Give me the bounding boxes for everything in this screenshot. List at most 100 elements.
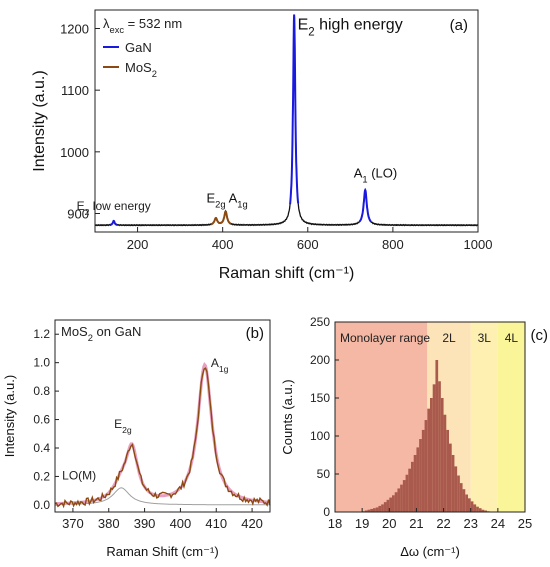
y-tick-label: 200 <box>310 353 330 367</box>
y-tick-label: 250 <box>310 315 330 329</box>
y-tick-label: 1200 <box>60 22 89 37</box>
x-tick-label: 25 <box>518 516 532 531</box>
legend-gan-label: GaN <box>125 40 152 55</box>
x-axis-label: Δω (cm⁻¹) <box>400 544 460 559</box>
x-tick-label: 23 <box>463 516 477 531</box>
gan-peak <box>289 14 300 205</box>
x-axis-label: Raman Shift (cm⁻¹) <box>106 544 218 559</box>
gan-peak <box>110 219 118 226</box>
peak-annotation: A1g <box>229 190 248 209</box>
panel-b: 370 380 390 400 410 420 0.0 0.2 0.4 0.6 0.8 1.0 1.2 M… <box>2 319 271 559</box>
x-tick-label: 20 <box>382 516 396 531</box>
histogram-bar <box>400 484 403 512</box>
histogram-bar <box>454 466 458 512</box>
x-tick-label: 18 <box>328 516 342 531</box>
histogram-bar <box>451 455 455 512</box>
histogram-bar <box>443 414 447 512</box>
lo-component-line <box>55 487 270 506</box>
peak-annotation: LO(M) <box>62 468 96 482</box>
region-label: Monolayer range <box>340 331 430 345</box>
y-tick-label: 0.2 <box>33 469 50 483</box>
x-tick-label: 1000 <box>464 237 493 252</box>
histogram-bar <box>367 509 371 512</box>
x-tick-label: 19 <box>355 516 369 531</box>
peak-annotation: E2g <box>206 190 225 209</box>
y-axis-label: Intensity (a.u.) <box>2 375 17 457</box>
y-tick-label: 900 <box>67 207 89 222</box>
x-tick-label: 410 <box>205 516 227 531</box>
peak-annotation: A1g <box>211 356 229 374</box>
histogram-bar <box>364 510 368 512</box>
x-tick-label: 24 <box>491 516 505 531</box>
panel-a: 200 400 600 800 1000 900 1000 1100 1200 λexc = 53… <box>31 9 493 282</box>
region-4l <box>497 322 525 512</box>
histogram-bar <box>405 474 409 512</box>
y-axis-label: Intensity (a.u.) <box>31 70 48 171</box>
histogram-bar <box>421 429 425 512</box>
histogram-bar <box>413 455 417 512</box>
mos2-peak <box>210 216 222 226</box>
peak-annotation: E2g <box>114 417 132 435</box>
x-tick-label: 200 <box>127 237 149 252</box>
panel-title: MoS2 on GaN <box>61 324 141 343</box>
legend-mos2-label: MoS2 <box>125 60 157 79</box>
histogram-bar <box>408 468 411 512</box>
panel-label: (c) <box>531 327 549 344</box>
x-tick-label: 390 <box>134 516 156 531</box>
y-tick-label: 150 <box>310 391 330 405</box>
x-tick-label: 600 <box>297 237 319 252</box>
histogram-bar <box>484 510 487 512</box>
peak-annotation: E2 low energy <box>77 199 151 217</box>
histogram-bar <box>397 488 401 512</box>
panel-label: (a) <box>450 17 468 34</box>
y-tick-label: 0 <box>323 505 330 519</box>
x-tick-label: 22 <box>436 516 450 531</box>
x-axis-label: Raman shift (cm⁻¹) <box>219 265 355 282</box>
region-3l <box>470 322 498 512</box>
plot-frame <box>334 321 526 513</box>
x-tick-label: 420 <box>241 516 263 531</box>
histogram-bar <box>370 508 373 512</box>
histogram-bar <box>424 420 428 512</box>
histogram-bar <box>419 439 422 512</box>
histogram-bar <box>459 483 463 512</box>
histogram-bar <box>389 497 392 512</box>
x-tick-label: 400 <box>170 516 192 531</box>
y-tick-label: 1100 <box>61 83 89 98</box>
histogram-bar <box>430 398 433 512</box>
histogram-bar <box>470 501 474 512</box>
histogram-bar <box>378 505 382 512</box>
histogram-bar <box>411 461 414 512</box>
histogram-bar <box>438 381 441 512</box>
y-tick-label: 0.0 <box>33 498 50 512</box>
histogram-bar <box>392 495 395 512</box>
histogram-bar <box>383 502 387 512</box>
histogram-bar <box>462 489 466 512</box>
excitation-label: λexc = 532 nm <box>103 16 182 35</box>
region-label: 4L <box>505 331 519 345</box>
histogram-bar <box>373 508 376 512</box>
x-tick-label: 800 <box>382 237 404 252</box>
histogram-bar <box>440 398 444 512</box>
peak-annotation: A1 (LO) <box>354 166 398 185</box>
plot-frame <box>94 9 479 233</box>
histogram-bar <box>468 498 471 512</box>
histogram-bar <box>481 509 485 512</box>
y-axis-label: Counts (a.u.) <box>280 379 295 454</box>
histogram-bar <box>427 408 430 512</box>
histogram-bar <box>394 492 398 512</box>
y-tick-label: 1.2 <box>33 327 50 341</box>
mos2-peak <box>220 210 232 225</box>
y-tick-label: 100 <box>310 429 330 443</box>
x-tick-label: 380 <box>98 516 120 531</box>
x-tick-label: 370 <box>62 516 84 531</box>
histogram-bar <box>386 499 390 512</box>
panel-label: (b) <box>246 325 264 342</box>
y-tick-label: 1000 <box>60 145 89 160</box>
histogram-bar <box>449 443 452 512</box>
histogram-bar <box>381 504 384 512</box>
y-tick-label: 0.6 <box>33 413 50 427</box>
x-tick-label: 400 <box>212 237 234 252</box>
